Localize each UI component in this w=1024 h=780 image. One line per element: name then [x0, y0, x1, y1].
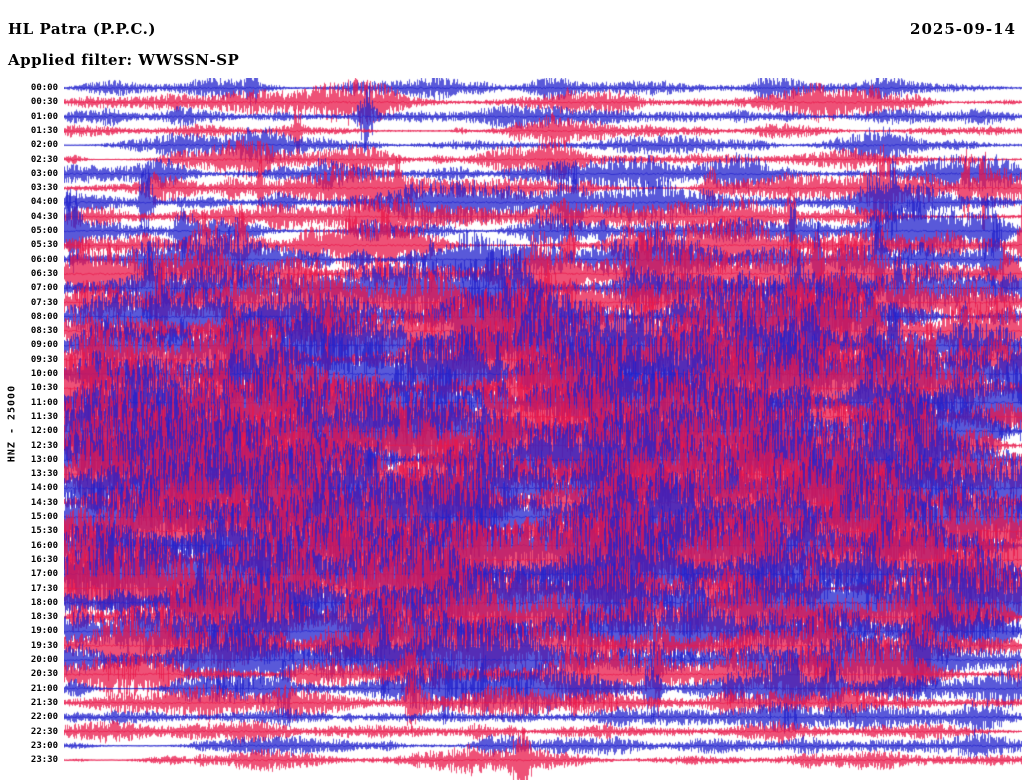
- time-label: 17:30: [30, 583, 58, 594]
- time-label: 07:30: [30, 297, 58, 308]
- time-label: 02:00: [30, 140, 58, 151]
- time-label: 03:30: [30, 183, 58, 194]
- time-axis: 00:00 00:30 01:00 01:30 02:00 02:30 03:00 03:30…: [0, 0, 60, 780]
- time-label: 20:00: [30, 655, 58, 665]
- time-label: 14:30: [30, 497, 58, 508]
- time-label: 15:30: [30, 526, 58, 537]
- time-label: 21:30: [30, 697, 58, 708]
- time-label: 04:00: [30, 197, 58, 208]
- time-label: 03:00: [30, 168, 58, 179]
- time-label: 06:00: [30, 254, 58, 265]
- time-label: 21:00: [30, 683, 58, 694]
- time-label: 22:00: [30, 712, 58, 723]
- time-label: 19:00: [30, 626, 58, 637]
- time-label: 22:30: [30, 726, 58, 737]
- time-label: 12:00: [30, 426, 58, 437]
- time-label: 23:00: [30, 740, 58, 751]
- seismogram-canvas: [64, 78, 1022, 780]
- time-label: 06:30: [30, 268, 58, 279]
- time-label: 01:00: [30, 111, 58, 122]
- time-label: 00:00: [30, 83, 58, 93]
- time-label: 01:30: [30, 125, 58, 136]
- time-label: 10:00: [30, 369, 58, 379]
- time-label: 15:00: [30, 512, 58, 522]
- time-label: 23:30: [30, 755, 58, 766]
- time-label: 11:30: [30, 411, 58, 422]
- station-title: HL Patra (P.P.C.): [8, 20, 156, 38]
- time-label: 08:00: [30, 311, 58, 322]
- time-label: 16:00: [30, 540, 58, 551]
- time-label: 19:30: [30, 640, 58, 651]
- time-label: 13:30: [30, 469, 58, 480]
- time-label: 16:30: [30, 554, 58, 565]
- time-label: 05:00: [30, 226, 58, 236]
- time-label: 07:00: [30, 283, 58, 294]
- time-label: 09:30: [30, 354, 58, 365]
- time-label: 08:30: [30, 326, 58, 337]
- time-label: 13:00: [30, 454, 58, 465]
- time-label: 18:30: [30, 612, 58, 623]
- time-label: 02:30: [30, 154, 58, 165]
- time-label: 14:00: [30, 483, 58, 494]
- time-label: 04:30: [30, 211, 58, 222]
- filter-label: Applied filter: WWSSN-SP: [8, 51, 240, 69]
- time-label: 12:30: [30, 440, 58, 451]
- time-label: 10:30: [30, 383, 58, 394]
- time-label: 11:00: [30, 397, 58, 408]
- time-label: 20:30: [30, 669, 58, 680]
- time-label: 17:00: [30, 569, 58, 580]
- time-label: 00:30: [30, 97, 58, 108]
- time-label: 09:00: [30, 340, 58, 351]
- date-label: 2025-09-14: [910, 20, 1016, 38]
- time-label: 18:00: [30, 597, 58, 608]
- time-label: 05:30: [30, 240, 58, 251]
